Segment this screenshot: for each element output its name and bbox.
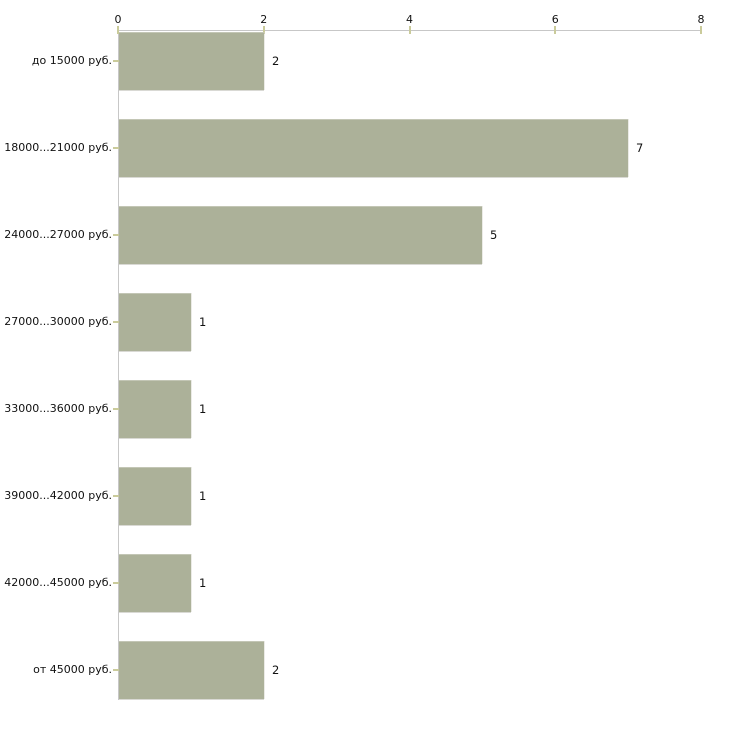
x-axis-tick-mark [408, 26, 411, 34]
bar-value-label: 2 [272, 54, 280, 68]
category-label: 42000...45000 руб. [4, 576, 112, 589]
category-tick-mark [113, 234, 119, 236]
x-axis-tick-mark [700, 26, 702, 34]
category-label: от 45000 руб. [33, 663, 112, 676]
bar [119, 467, 191, 525]
category-tick-mark [113, 495, 119, 497]
x-axis-tick-label: 2 [260, 13, 268, 26]
bar-value-label: 2 [272, 663, 280, 677]
category-tick-mark [113, 60, 119, 62]
x-axis-tick-label: 8 [697, 13, 705, 26]
x-axis-tick-mark [117, 26, 119, 34]
bar [119, 641, 264, 699]
category-tick-mark [113, 408, 119, 410]
y-axis-line [118, 30, 119, 700]
bar [119, 32, 264, 90]
bar [119, 206, 482, 264]
bar [119, 380, 191, 438]
category-tick-mark [113, 321, 119, 323]
x-axis-tick-label: 0 [114, 13, 122, 26]
bar-value-label: 1 [199, 489, 207, 503]
x-axis-tick-label: 6 [551, 13, 559, 26]
category-label: 27000...30000 руб. [4, 315, 112, 328]
bar-value-label: 5 [490, 228, 498, 242]
bar-value-label: 7 [636, 141, 644, 155]
x-axis-tick-mark [262, 26, 265, 34]
category-label: 24000...27000 руб. [4, 228, 112, 241]
category-label: 33000...36000 руб. [4, 402, 112, 415]
category-label: 39000...42000 руб. [4, 489, 112, 502]
bar [119, 554, 191, 612]
bar [119, 119, 628, 177]
category-label: 18000...21000 руб. [4, 141, 112, 154]
category-tick-mark [113, 147, 119, 149]
bar-value-label: 1 [199, 576, 207, 590]
bar-value-label: 1 [199, 315, 207, 329]
bar-value-label: 1 [199, 402, 207, 416]
x-axis-tick-mark [554, 26, 557, 34]
category-tick-mark [113, 669, 119, 671]
category-label: до 15000 руб. [31, 54, 112, 67]
category-tick-mark [113, 582, 119, 584]
x-axis-tick-label: 4 [406, 13, 413, 26]
bar [119, 293, 191, 351]
